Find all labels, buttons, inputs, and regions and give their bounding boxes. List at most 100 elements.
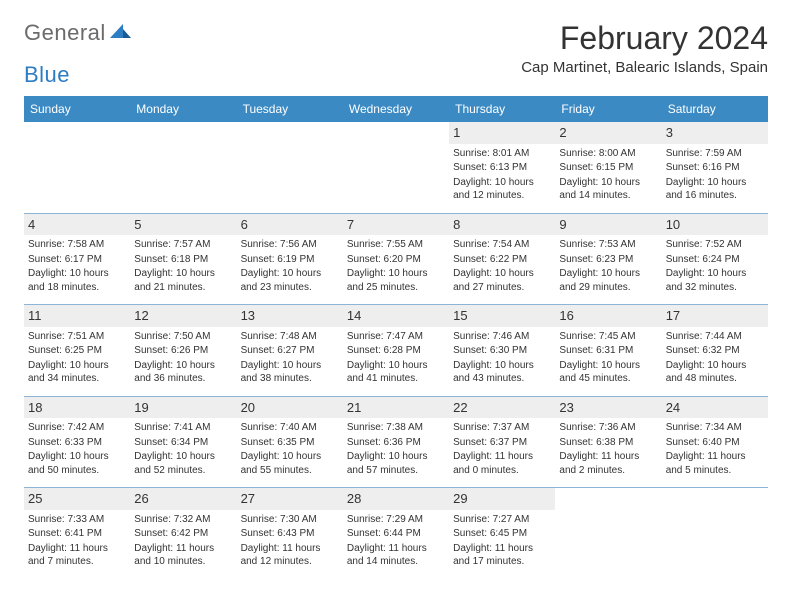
calendar-day-cell: 10Sunrise: 7:52 AMSunset: 6:24 PMDayligh… xyxy=(662,213,768,305)
calendar-day-cell: 23Sunrise: 7:36 AMSunset: 6:38 PMDayligh… xyxy=(555,396,661,488)
day-number: 8 xyxy=(449,214,555,236)
weekday-header: Saturday xyxy=(662,96,768,122)
calendar-day-cell xyxy=(24,122,130,213)
sunset-text: Sunset: 6:25 PM xyxy=(28,344,126,358)
calendar-day-cell: 4Sunrise: 7:58 AMSunset: 6:17 PMDaylight… xyxy=(24,213,130,305)
sunrise-text: Sunrise: 7:42 AM xyxy=(28,421,126,435)
daylight-text: Daylight: 11 hours and 0 minutes. xyxy=(453,450,551,477)
calendar-day-cell xyxy=(343,122,449,213)
calendar-day-cell: 24Sunrise: 7:34 AMSunset: 6:40 PMDayligh… xyxy=(662,396,768,488)
sunset-text: Sunset: 6:37 PM xyxy=(453,436,551,450)
daylight-text: Daylight: 10 hours and 45 minutes. xyxy=(559,359,657,386)
daylight-text: Daylight: 10 hours and 12 minutes. xyxy=(453,176,551,203)
sunset-text: Sunset: 6:30 PM xyxy=(453,344,551,358)
calendar-day-cell: 17Sunrise: 7:44 AMSunset: 6:32 PMDayligh… xyxy=(662,305,768,397)
weekday-header: Tuesday xyxy=(237,96,343,122)
sunset-text: Sunset: 6:27 PM xyxy=(241,344,339,358)
daylight-text: Daylight: 10 hours and 32 minutes. xyxy=(666,267,764,294)
daylight-text: Daylight: 10 hours and 55 minutes. xyxy=(241,450,339,477)
calendar-day-cell: 12Sunrise: 7:50 AMSunset: 6:26 PMDayligh… xyxy=(130,305,236,397)
daylight-text: Daylight: 10 hours and 57 minutes. xyxy=(347,450,445,477)
daylight-text: Daylight: 10 hours and 38 minutes. xyxy=(241,359,339,386)
sunrise-text: Sunrise: 7:32 AM xyxy=(134,513,232,527)
calendar-day-cell: 29Sunrise: 7:27 AMSunset: 6:45 PMDayligh… xyxy=(449,488,555,579)
sunset-text: Sunset: 6:42 PM xyxy=(134,527,232,541)
day-number: 26 xyxy=(130,488,236,510)
sunset-text: Sunset: 6:26 PM xyxy=(134,344,232,358)
sunrise-text: Sunrise: 7:33 AM xyxy=(28,513,126,527)
sunset-text: Sunset: 6:36 PM xyxy=(347,436,445,450)
sunset-text: Sunset: 6:13 PM xyxy=(453,161,551,175)
month-title: February 2024 xyxy=(521,20,768,57)
day-number: 11 xyxy=(24,305,130,327)
calendar-day-cell: 3 Sunrise: 7:59 AMSunset: 6:16 PMDaylight… xyxy=(662,122,768,213)
sunrise-text: Sunrise: 7:45 AM xyxy=(559,330,657,344)
daylight-text: Daylight: 11 hours and 10 minutes. xyxy=(134,542,232,569)
day-number: 22 xyxy=(449,397,555,419)
sunrise-text: Sunrise: 7:34 AM xyxy=(666,421,764,435)
calendar-day-cell: 9Sunrise: 7:53 AMSunset: 6:23 PMDaylight… xyxy=(555,213,661,305)
daylight-text: Daylight: 10 hours and 34 minutes. xyxy=(28,359,126,386)
calendar-day-cell xyxy=(555,488,661,579)
daylight-text: Daylight: 10 hours and 16 minutes. xyxy=(666,176,764,203)
sunrise-text: Sunrise: 7:47 AM xyxy=(347,330,445,344)
sunset-text: Sunset: 6:35 PM xyxy=(241,436,339,450)
sunset-text: Sunset: 6:24 PM xyxy=(666,253,764,267)
daylight-text: Daylight: 10 hours and 52 minutes. xyxy=(134,450,232,477)
daylight-text: Daylight: 11 hours and 17 minutes. xyxy=(453,542,551,569)
weekday-header: Wednesday xyxy=(343,96,449,122)
daylight-text: Daylight: 10 hours and 25 minutes. xyxy=(347,267,445,294)
day-number: 4 xyxy=(24,214,130,236)
sunrise-text: Sunrise: 7:30 AM xyxy=(241,513,339,527)
daylight-text: Daylight: 10 hours and 21 minutes. xyxy=(134,267,232,294)
sunset-text: Sunset: 6:23 PM xyxy=(559,253,657,267)
sunrise-text: Sunrise: 7:44 AM xyxy=(666,330,764,344)
daylight-text: Daylight: 10 hours and 18 minutes. xyxy=(28,267,126,294)
day-number: 27 xyxy=(237,488,343,510)
daylight-text: Daylight: 10 hours and 36 minutes. xyxy=(134,359,232,386)
daylight-text: Daylight: 10 hours and 29 minutes. xyxy=(559,267,657,294)
daylight-text: Daylight: 10 hours and 50 minutes. xyxy=(28,450,126,477)
sunrise-text: Sunrise: 7:59 AM xyxy=(666,147,764,161)
sunrise-text: Sunrise: 8:00 AM xyxy=(559,147,657,161)
sunset-text: Sunset: 6:16 PM xyxy=(666,161,764,175)
daylight-text: Daylight: 11 hours and 7 minutes. xyxy=(28,542,126,569)
sunset-text: Sunset: 6:43 PM xyxy=(241,527,339,541)
calendar-week-row: 4Sunrise: 7:58 AMSunset: 6:17 PMDaylight… xyxy=(24,213,768,305)
calendar-day-cell: 8Sunrise: 7:54 AMSunset: 6:22 PMDaylight… xyxy=(449,213,555,305)
day-number: 3 xyxy=(662,122,768,144)
sunset-text: Sunset: 6:32 PM xyxy=(666,344,764,358)
sunset-text: Sunset: 6:40 PM xyxy=(666,436,764,450)
calendar-day-cell: 1Sunrise: 8:01 AMSunset: 6:13 PMDaylight… xyxy=(449,122,555,213)
day-number: 12 xyxy=(130,305,236,327)
daylight-text: Daylight: 10 hours and 27 minutes. xyxy=(453,267,551,294)
calendar-day-cell: 13Sunrise: 7:48 AMSunset: 6:27 PMDayligh… xyxy=(237,305,343,397)
day-number: 29 xyxy=(449,488,555,510)
day-number: 2 xyxy=(555,122,661,144)
daylight-text: Daylight: 11 hours and 5 minutes. xyxy=(666,450,764,477)
sunrise-text: Sunrise: 7:57 AM xyxy=(134,238,232,252)
logo: General xyxy=(24,20,134,46)
sunset-text: Sunset: 6:44 PM xyxy=(347,527,445,541)
sunset-text: Sunset: 6:34 PM xyxy=(134,436,232,450)
daylight-text: Daylight: 11 hours and 14 minutes. xyxy=(347,542,445,569)
calendar-week-row: 11Sunrise: 7:51 AMSunset: 6:25 PMDayligh… xyxy=(24,305,768,397)
calendar-day-cell: 16Sunrise: 7:45 AMSunset: 6:31 PMDayligh… xyxy=(555,305,661,397)
day-number: 7 xyxy=(343,214,449,236)
calendar-day-cell: 5Sunrise: 7:57 AMSunset: 6:18 PMDaylight… xyxy=(130,213,236,305)
day-number: 21 xyxy=(343,397,449,419)
sunrise-text: Sunrise: 7:48 AM xyxy=(241,330,339,344)
daylight-text: Daylight: 11 hours and 12 minutes. xyxy=(241,542,339,569)
day-number: 15 xyxy=(449,305,555,327)
calendar-day-cell: 6Sunrise: 7:56 AMSunset: 6:19 PMDaylight… xyxy=(237,213,343,305)
calendar-week-row: 25Sunrise: 7:33 AMSunset: 6:41 PMDayligh… xyxy=(24,488,768,579)
weekday-header: Sunday xyxy=(24,96,130,122)
calendar-table: SundayMondayTuesdayWednesdayThursdayFrid… xyxy=(24,96,768,579)
sunset-text: Sunset: 6:22 PM xyxy=(453,253,551,267)
sunrise-text: Sunrise: 8:01 AM xyxy=(453,147,551,161)
daylight-text: Daylight: 10 hours and 23 minutes. xyxy=(241,267,339,294)
weekday-header: Friday xyxy=(555,96,661,122)
calendar-day-cell xyxy=(662,488,768,579)
day-number: 25 xyxy=(24,488,130,510)
day-number: 17 xyxy=(662,305,768,327)
